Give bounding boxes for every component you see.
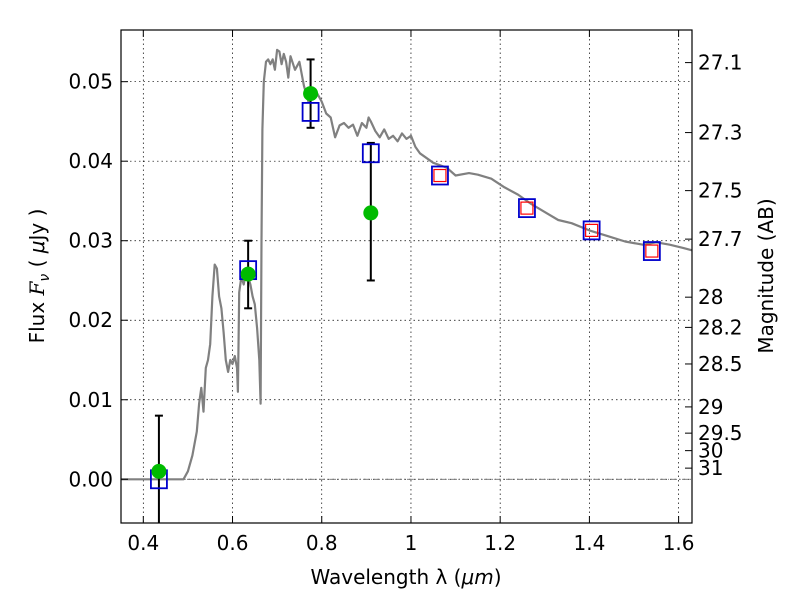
y-axis-label: Flux Fν ( μJy ) [25,209,53,344]
model-flux-square [582,220,601,241]
x-tick-label: 0.6 [217,531,249,555]
y2-tick-label: 29.5 [698,421,743,445]
y-tick-label: 0.02 [68,308,113,332]
y-tick-label: 0.01 [68,388,113,412]
observed-point [240,266,256,282]
y2-tick-label: 27.1 [698,51,743,75]
y-tick-label: 0.03 [68,229,113,253]
model-spectrum [121,48,693,481]
grid [121,30,692,523]
markers [150,86,661,490]
error-bars [154,58,375,523]
spectrum-line [121,48,693,481]
x-tick-label: 1.6 [663,531,695,555]
red-square [585,223,599,237]
y2-tick-label: 27.7 [698,227,743,251]
observed-point [303,86,319,102]
red-square [645,244,659,258]
y-ticks: 0.00 0.01 0.02 0.03 0.04 0.05 [68,70,128,491]
x-ticks: 0.4 0.6 0.8 1 1.2 1.4 1.6 [127,30,695,555]
y-tick-label: 0.04 [68,149,113,173]
y2-axis-label: Magnitude (AB) [754,198,778,353]
model-flux-square [361,143,380,164]
y2-tick-label: 29 [698,395,723,419]
x-axis-label: Wavelength λ (μm) [310,565,501,589]
y-tick-label: 0.05 [68,70,113,94]
x-tick-label: 1 [405,531,418,555]
plot-frame [120,29,693,524]
y2-tick-label: 28.2 [698,315,743,339]
observed-point [151,463,167,479]
y2-tick-label: 28 [698,285,723,309]
y2-tick-label: 28.5 [698,352,743,376]
x-tick-label: 1.2 [484,531,516,555]
red-square [433,168,447,183]
y2-tick-label: 27.5 [698,179,743,203]
observed-point [363,205,379,221]
red-square [520,201,534,215]
y2-tick-label: 31 [698,456,723,480]
model-flux-square [642,241,661,261]
model-flux-square [431,165,449,186]
y2-tick-label: 30 [698,439,723,463]
x-tick-label: 1.4 [573,531,605,555]
model-flux-square [301,102,320,122]
model-flux-square [518,198,536,219]
y-tick-label: 0.00 [68,467,113,491]
x-tick-label: 0.4 [127,531,159,555]
y2-tick-label: 27.3 [698,121,743,145]
x-tick-label: 0.8 [306,531,338,555]
